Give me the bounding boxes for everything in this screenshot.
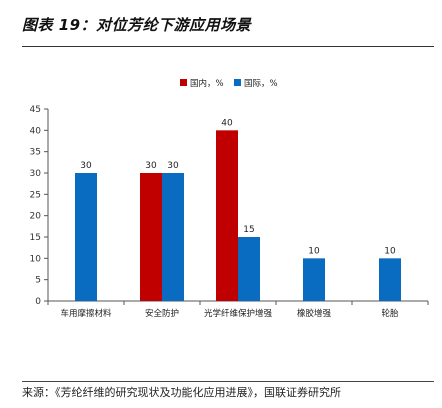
y-tick-label: 0 (35, 297, 41, 307)
bar-international (303, 258, 325, 301)
y-tick-label: 15 (30, 233, 41, 243)
y-tick-label: 35 (30, 148, 41, 158)
legend-label-international: 国际，% (244, 79, 278, 89)
category-label: 车用摩擦材料 (60, 308, 112, 319)
category-label: 橡胶增强 (297, 308, 332, 319)
y-tick-label: 40 (30, 126, 42, 136)
source-divider (22, 381, 434, 382)
bar-international (162, 173, 184, 301)
data-label: 10 (384, 246, 396, 256)
category-label: 安全防护 (145, 308, 179, 319)
y-tick-label: 25 (30, 190, 41, 200)
legend-swatch-domestic (180, 79, 187, 86)
data-label: 40 (221, 118, 233, 128)
data-label: 30 (80, 161, 92, 171)
bar-international (75, 173, 97, 301)
bar-international (238, 237, 260, 301)
bar-domestic (216, 130, 238, 301)
legend-label-domestic: 国内，% (190, 78, 224, 89)
bar-international (379, 258, 401, 301)
y-tick-label: 10 (30, 254, 42, 264)
y-tick-label: 30 (30, 169, 42, 179)
chart-title: 图表 19：对位芳纶下游应用场景 (22, 16, 252, 34)
y-tick-label: 5 (35, 276, 41, 286)
data-label: 30 (167, 161, 179, 171)
bar-chart: 0 5 10 15 20 25 30 35 40 45 30 车用摩擦材料 30 30 安全防护 40 15 光学… (30, 78, 429, 319)
title-divider (22, 46, 434, 47)
y-tick-label: 20 (30, 212, 42, 222)
category-label: 轮胎 (381, 308, 399, 319)
legend-swatch-international (234, 79, 241, 86)
data-label: 30 (145, 161, 157, 171)
bar-domestic (140, 173, 162, 301)
data-label: 15 (243, 225, 254, 235)
source-note: 来源：《芳纶纤维的研究现状及功能化应用进展》，国联证券研究所 (22, 386, 341, 399)
data-label: 10 (308, 246, 320, 256)
chart-area: 0 5 10 15 20 25 30 35 40 45 30 车用摩擦材料 30 30 安全防护 40 15 光学… (0, 60, 442, 378)
category-label: 光学纤维保护增强 (204, 308, 273, 319)
y-tick-label: 45 (30, 105, 41, 115)
chart-header: 图表 19：对位芳纶下游应用场景 (0, 0, 442, 52)
